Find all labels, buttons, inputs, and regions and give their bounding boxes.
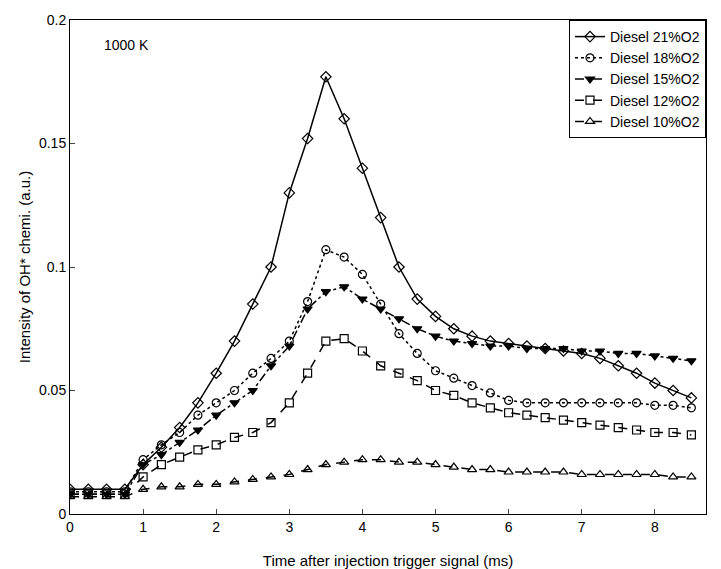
svg-text:Diesel 10%O2: Diesel 10%O2 [610, 114, 700, 130]
svg-text:Diesel 15%O2: Diesel 15%O2 [610, 71, 700, 87]
svg-text:8: 8 [651, 519, 659, 535]
svg-text:4: 4 [359, 519, 367, 535]
svg-text:0.05: 0.05 [39, 382, 66, 398]
svg-text:0: 0 [58, 506, 66, 522]
svg-text:0.1: 0.1 [47, 259, 67, 275]
svg-text:Diesel 12%O2: Diesel 12%O2 [610, 93, 700, 109]
svg-text:3: 3 [285, 519, 293, 535]
svg-text:Time after injection trigger s: Time after injection trigger signal (ms) [263, 552, 513, 569]
svg-text:1: 1 [139, 519, 147, 535]
svg-text:0.2: 0.2 [47, 12, 67, 28]
svg-text:7: 7 [578, 519, 586, 535]
svg-text:2: 2 [212, 519, 220, 535]
svg-text:Diesel 21%O2: Diesel 21%O2 [610, 29, 700, 45]
svg-text:0.15: 0.15 [39, 135, 66, 151]
svg-text:6: 6 [505, 519, 513, 535]
svg-text:5: 5 [432, 519, 440, 535]
svg-text:0: 0 [66, 519, 74, 535]
svg-text:1000 K: 1000 K [104, 37, 149, 53]
svg-text:Diesel 18%O2: Diesel 18%O2 [610, 50, 700, 66]
svg-text:Intensity of OH* chemi. (a.u.): Intensity of OH* chemi. (a.u.) [16, 171, 33, 364]
